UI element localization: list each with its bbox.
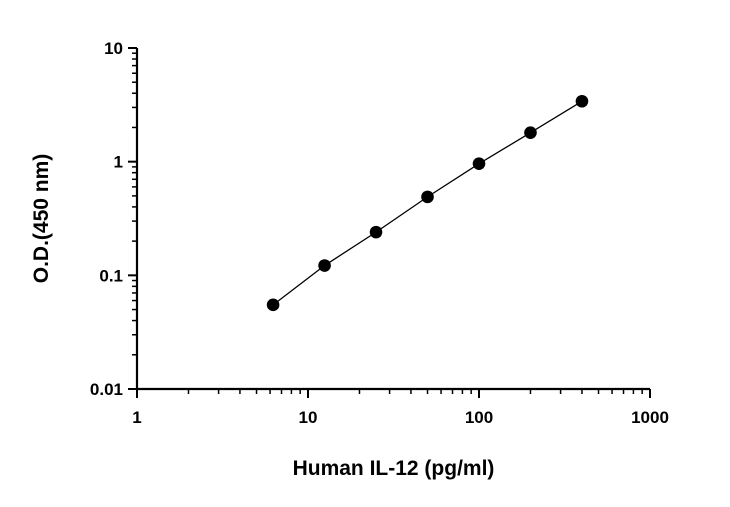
data-point <box>318 259 331 272</box>
y-tick-label: 1 <box>114 153 123 172</box>
y-tick-label: 10 <box>104 39 123 58</box>
tick-labels: 1 10 100 1000 0.01 0.1 1 10 <box>90 39 669 427</box>
y-axis-title: O.D.(450 nm) <box>30 154 53 284</box>
x-tick-label: 1 <box>132 408 141 427</box>
y-tick-label: 0.1 <box>99 266 123 285</box>
x-tick-label: 10 <box>299 408 318 427</box>
data-point <box>472 157 486 170</box>
y-tick-label: 0.01 <box>90 380 123 399</box>
data-point <box>524 126 537 139</box>
data-point <box>421 190 434 204</box>
data-point <box>266 298 280 312</box>
x-axis-title: Human IL-12 (pg/ml) <box>293 457 495 480</box>
minor-ticks <box>132 52 643 394</box>
x-tick-label: 1000 <box>631 408 669 427</box>
x-tick-label: 100 <box>465 408 493 427</box>
data-point <box>575 94 589 108</box>
data-point <box>369 225 383 239</box>
major-ticks <box>128 47 651 398</box>
series-group <box>266 94 589 312</box>
